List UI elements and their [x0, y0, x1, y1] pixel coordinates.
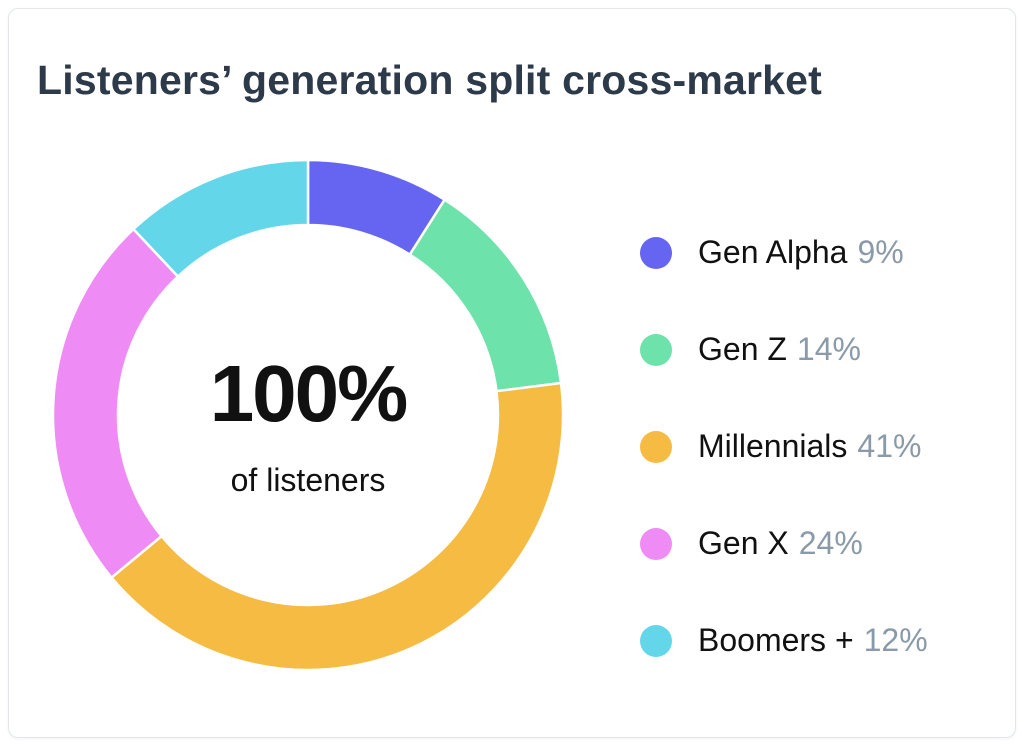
legend-value: 24% [798, 525, 863, 561]
legend: Gen Alpha 9% Gen Z 14% Millennials 41% Gen X 24… [640, 204, 928, 689]
legend-label: Gen Alpha [698, 234, 848, 270]
legend-item[interactable]: Boomers +12% [640, 592, 928, 689]
legend-item[interactable]: Millennials 41% [640, 398, 928, 495]
donut-slice-millennials[interactable] [109, 381, 565, 672]
legend-item[interactable]: Gen X 24% [640, 495, 928, 592]
legend-label: Gen X [698, 525, 789, 561]
center-value: 100% [209, 349, 409, 438]
legend-swatch [640, 430, 672, 463]
legend-swatch [640, 624, 672, 657]
legend-label: Boomers + [698, 622, 854, 658]
legend-value: 41% [857, 428, 922, 464]
legend-label: Gen Z [698, 331, 787, 367]
donut-slice-boomers[interactable] [131, 158, 310, 279]
center-label: of listeners [230, 462, 386, 498]
legend-swatch [640, 236, 672, 269]
legend-value: 12% [863, 622, 928, 658]
legend-item[interactable]: Gen Z 14% [640, 301, 928, 398]
legend-label: Millennials [698, 428, 848, 464]
legend-item[interactable]: Gen Alpha 9% [640, 204, 928, 301]
legend-swatch [640, 527, 672, 560]
legend-value: 9% [857, 234, 904, 270]
legend-value: 14% [796, 331, 861, 367]
chart-title: Listeners’ generation split cross-market [37, 57, 822, 103]
legend-swatch [640, 333, 672, 366]
